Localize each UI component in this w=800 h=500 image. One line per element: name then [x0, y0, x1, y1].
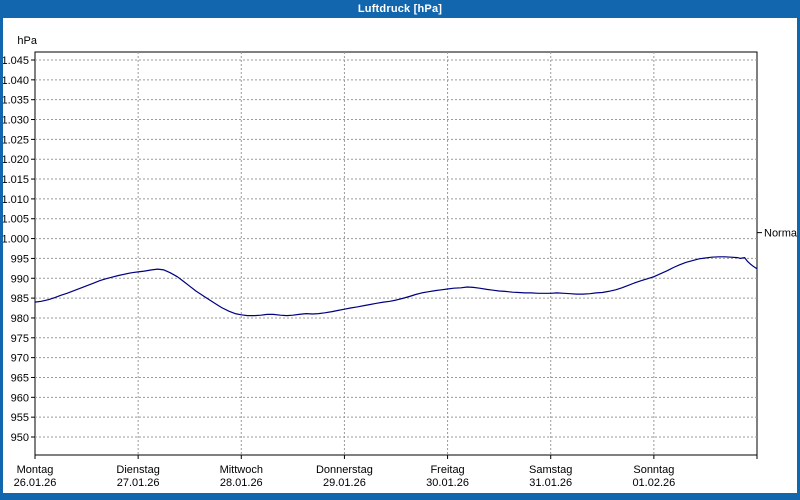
chart-content-area: 1.045 1.040 1.035 1.030 1.025 1.020 1.015 1.010…	[1, 18, 799, 493]
y-tick-label: 950	[11, 432, 29, 444]
y-tick-label: 1.015	[3, 174, 29, 186]
y-tick-label: 955	[11, 412, 29, 424]
x-day-label: Freitag	[430, 464, 464, 476]
x-date-label: 31.01.26	[529, 477, 572, 488]
x-date-label: 29.01.26	[323, 477, 366, 488]
x-date-label: 30.01.26	[426, 477, 469, 488]
y-tick-label: 1.025	[3, 134, 29, 146]
x-date-label: 01.02.26	[632, 477, 675, 488]
window-titlebar: Luftdruck [hPa]	[0, 0, 800, 18]
y-tick-label: 975	[11, 333, 29, 345]
y-tick-label: 985	[11, 293, 29, 305]
pressure-line	[34, 256, 758, 317]
y-tick-label: 1.020	[3, 154, 29, 166]
x-day-label: Mittwoch	[220, 464, 263, 476]
x-date-label: 26.01.26	[14, 477, 57, 488]
normal-marker-label: Normal	[764, 228, 797, 240]
y-tick-label: 960	[11, 392, 29, 404]
x-day-label: Dienstag	[116, 464, 159, 476]
y-tick-label: 1.045	[3, 55, 29, 67]
y-tick-label: 1.005	[3, 214, 29, 226]
window-bottom-bar	[0, 493, 800, 500]
plot-area-border	[34, 51, 758, 456]
y-tick-label: 995	[11, 253, 29, 265]
y-tick-label: 1.035	[3, 95, 29, 107]
y-tick-label: 980	[11, 313, 29, 325]
y-tick-label: 990	[11, 273, 29, 285]
window-title: Luftdruck [hPa]	[357, 3, 443, 15]
x-day-label: Donnerstag	[316, 464, 373, 476]
pressure-chart: 1.045 1.040 1.035 1.030 1.025 1.020 1.015 1.010…	[1, 35, 799, 489]
x-date-label: 27.01.26	[117, 477, 160, 488]
x-day-label: Montag	[17, 464, 54, 476]
x-day-label: Sonntag	[633, 464, 674, 476]
y-tick-label: 970	[11, 353, 29, 365]
y-axis-unit-label: hPa	[17, 35, 37, 47]
x-day-label: Samstag	[529, 464, 572, 476]
y-tick-label: 1.000	[3, 234, 29, 246]
y-tick-label: 1.040	[3, 75, 29, 87]
y-tick-label: 1.010	[3, 194, 29, 206]
y-tick-label: 1.030	[3, 115, 29, 127]
y-tick-label: 965	[11, 372, 29, 384]
x-date-label: 28.01.26	[220, 477, 263, 488]
